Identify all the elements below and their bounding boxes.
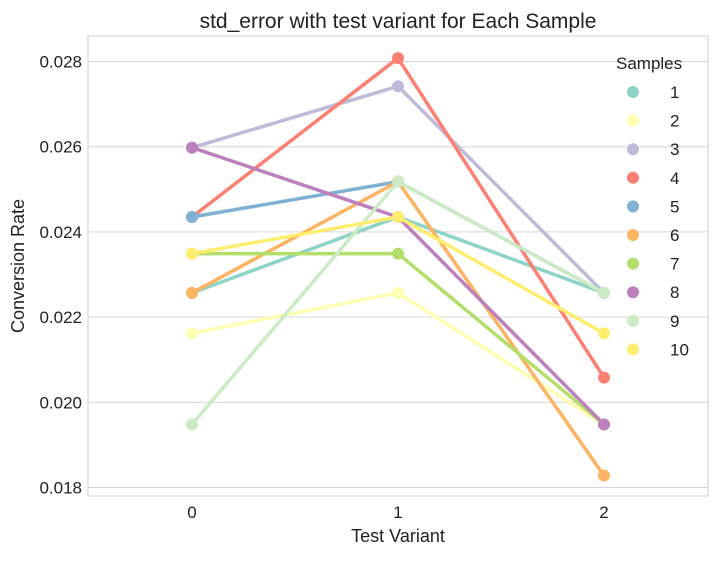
data-point [186, 286, 198, 299]
legend-marker [627, 229, 639, 241]
y-axis-label: Conversion Rate [8, 199, 28, 333]
y-tick-label: 0.028 [39, 53, 82, 72]
legend-title: Samples [616, 54, 682, 73]
legend-label: 8 [670, 283, 679, 302]
data-point [392, 175, 404, 188]
legend-item: 10 [627, 340, 689, 359]
legend-label: 5 [670, 197, 679, 216]
legend-item: 4 [627, 169, 679, 188]
legend-label: 2 [670, 112, 679, 131]
legend-item: 3 [627, 140, 679, 159]
series-10 [186, 211, 610, 340]
legend-marker [627, 171, 639, 184]
x-axis-ticks: 0 1 2 [187, 503, 608, 522]
data-point [186, 418, 198, 431]
data-point [392, 211, 404, 224]
legend: Samples 1 2 3 4 5 6 7 8 9 10 [616, 54, 689, 359]
legend-marker [627, 143, 639, 156]
legend-label: 4 [670, 169, 679, 188]
data-point [598, 327, 610, 340]
legend-label: 3 [670, 140, 679, 159]
y-tick-label: 0.020 [39, 393, 82, 412]
y-axis-ticks: 0.018 0.020 0.022 0.024 0.026 0.028 [39, 53, 82, 498]
legend-item: 7 [627, 255, 679, 274]
x-tick-label: 1 [393, 503, 402, 522]
legend-marker [627, 86, 639, 98]
data-point [186, 211, 198, 224]
legend-item: 6 [627, 226, 679, 245]
legend-label: 7 [670, 255, 679, 274]
data-point [186, 327, 198, 340]
legend-marker [627, 200, 639, 213]
x-tick-label: 2 [599, 503, 608, 522]
data-point [392, 286, 404, 299]
data-point [392, 247, 404, 260]
x-tick-label: 0 [187, 503, 196, 522]
legend-label: 10 [670, 340, 689, 359]
legend-marker [627, 114, 639, 127]
legend-label: 1 [670, 83, 679, 102]
legend-item: 2 [627, 112, 679, 131]
legend-marker [627, 286, 639, 299]
series-9 [186, 175, 610, 431]
data-point [598, 469, 610, 482]
y-tick-label: 0.018 [39, 478, 82, 497]
y-tick-label: 0.022 [39, 308, 82, 327]
legend-item: 9 [627, 312, 679, 331]
data-point [598, 286, 610, 299]
legend-label: 9 [670, 312, 679, 331]
legend-item: 1 [627, 83, 679, 102]
y-tick-label: 0.024 [39, 223, 82, 242]
data-point [392, 52, 404, 65]
legend-marker [627, 343, 639, 356]
plot-background [87, 35, 709, 497]
series-layer [186, 52, 610, 482]
legend-marker [627, 257, 639, 270]
data-point [186, 141, 198, 154]
legend-item: 5 [627, 197, 679, 216]
y-tick-label: 0.026 [39, 138, 82, 157]
chart-title: std_error with test variant for Each Sam… [200, 10, 597, 33]
legend-label: 6 [670, 226, 679, 245]
data-point [598, 371, 610, 384]
x-axis-label: Test Variant [351, 526, 445, 546]
legend-item: 8 [627, 283, 679, 302]
legend-marker [627, 314, 639, 327]
data-point [598, 418, 610, 431]
data-point [186, 247, 198, 260]
legend-items: 1 2 3 4 5 6 7 8 9 10 [627, 83, 689, 359]
data-point [392, 80, 404, 93]
